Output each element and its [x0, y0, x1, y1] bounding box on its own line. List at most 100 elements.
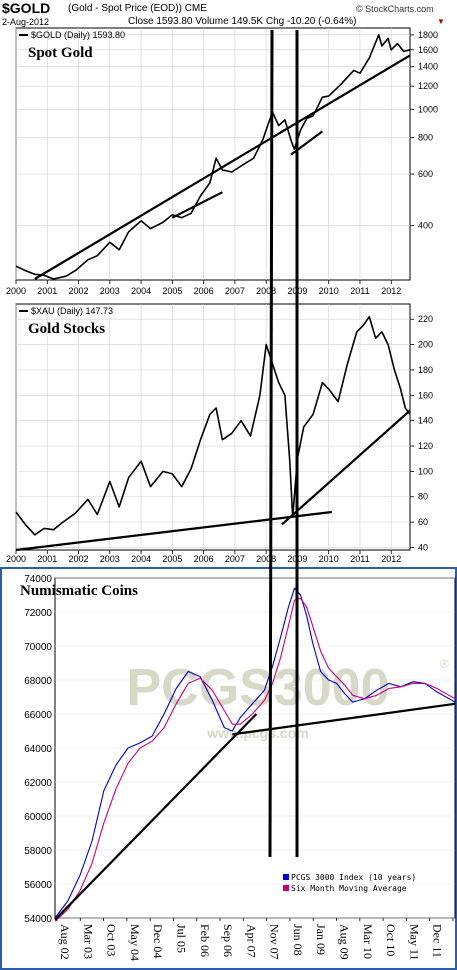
x-tick-label: 2001	[37, 554, 57, 564]
x-tick-label: 2007	[225, 554, 245, 564]
y-tick-label: 800	[418, 133, 433, 143]
y-tick-label: 160	[418, 390, 433, 400]
x-tick-label: May 11	[407, 924, 421, 961]
legend-label: $GOLD (Daily) 1593.80	[31, 30, 125, 40]
price-series-line	[15, 34, 411, 280]
x-tick-label: Oct 10	[384, 924, 398, 956]
y-tick-label: 600	[418, 169, 433, 179]
x-tick-label: 2010	[319, 554, 339, 564]
trend-line	[34, 54, 411, 280]
y-tick-label: 54000	[24, 914, 52, 925]
trend-line	[281, 409, 411, 526]
plot-frame-1	[15, 27, 411, 281]
instrument-name: (Gold - Spot Price (EOD)) CME	[68, 3, 207, 14]
quote-summary: Close 1593.80 Volume 149.5K Chg -10.20 (…	[128, 16, 357, 27]
x-tick-label: 2011	[350, 554, 369, 564]
x-tick-label: Jul 12	[454, 924, 457, 953]
y-tick-label: 58000	[24, 846, 52, 857]
y-tick-label: 1000	[418, 104, 438, 114]
x-tick-label: 2006	[194, 286, 214, 296]
pcgs-index-line	[54, 587, 456, 919]
x-tick-label: Dec 04	[151, 924, 165, 958]
x-tick-label: 2005	[162, 554, 182, 564]
y-tick-label: 220	[418, 314, 433, 324]
y-tick-label: 74000	[24, 574, 52, 585]
y-tick-label: 70000	[24, 642, 52, 653]
price-series-line	[15, 315, 411, 536]
chart-date: 2-Aug-2012	[2, 17, 50, 27]
x-tick-label: 2000	[6, 286, 26, 296]
x-tick-label: 2008	[256, 554, 276, 564]
x-tick-label: 2006	[194, 554, 214, 564]
y-tick-label: 60	[418, 517, 428, 527]
x-tick-label: 2002	[69, 554, 89, 564]
y-tick-label: 56000	[24, 880, 52, 891]
source-credit: © StockCharts.com	[356, 4, 434, 14]
watermark-url: www.pcgs.com	[206, 725, 308, 741]
y-tick-label: 40	[418, 542, 428, 552]
y-tick-label: 62000	[24, 778, 52, 789]
x-tick-label: 2003	[100, 554, 120, 564]
y-tick-label: 80	[418, 492, 428, 502]
x-tick-label: 2003	[100, 286, 120, 296]
y-tick-label: 200	[418, 340, 433, 350]
x-tick-label: 2005	[162, 286, 182, 296]
x-tick-label: 2007	[225, 286, 245, 296]
x-tick-label: Sep 06	[221, 924, 235, 957]
x-tick-label: Nov 07	[268, 924, 282, 960]
x-tick-label: Jul 05	[174, 924, 188, 953]
x-tick-label: 2004	[131, 554, 151, 564]
y-tick-label: 400	[418, 220, 433, 230]
x-tick-label: Jan 09	[314, 924, 328, 955]
legend-label: $XAU (Daily) 147.73	[31, 306, 113, 316]
panel-title: Numismatic Coins	[20, 583, 138, 599]
trend-line	[15, 510, 332, 552]
y-tick-label: 1200	[418, 81, 438, 91]
y-tick-label: 72000	[24, 608, 52, 619]
panel-title: Gold Stocks	[28, 321, 105, 337]
x-tick-label: Aug 02	[58, 924, 72, 960]
legend-swatch	[283, 885, 289, 891]
x-tick-label: Apr 07	[244, 924, 258, 958]
y-tick-label: 64000	[24, 744, 52, 755]
y-tick-label: 60000	[24, 812, 52, 823]
down-arrow-icon: ▼	[437, 17, 445, 26]
x-tick-label: Jun 08	[291, 924, 305, 956]
plot-frame-2	[15, 303, 411, 551]
y-tick-label: 1800	[418, 30, 438, 40]
x-tick-label: Dec 11	[431, 924, 445, 958]
x-tick-label: 2000	[6, 554, 26, 564]
x-tick-label: 2011	[350, 286, 369, 296]
legend-label: PCGS 3000 Index (10 years)	[291, 873, 416, 882]
x-tick-label: May 04	[128, 924, 142, 961]
symbol-title: $GOLD	[2, 0, 51, 16]
y-tick-label: 100	[418, 466, 433, 476]
y-tick-label: 1600	[418, 45, 438, 55]
panel-title: Spot Gold	[28, 45, 93, 61]
legend-swatch	[283, 874, 289, 880]
y-tick-label: 140	[418, 416, 433, 426]
x-tick-label: 2004	[131, 286, 151, 296]
x-tick-label: Feb 06	[198, 924, 212, 957]
x-tick-label: 2001	[37, 286, 57, 296]
legend-label: Six Month Moving Average	[291, 884, 407, 893]
x-tick-label: 2012	[381, 286, 401, 296]
watermark-registered-mark: ®	[440, 657, 449, 671]
trend-line	[54, 713, 258, 921]
x-tick-label: Mar 03	[81, 924, 95, 959]
x-tick-label: Mar 10	[361, 924, 375, 959]
y-tick-label: 120	[418, 441, 433, 451]
y-tick-label: 180	[418, 365, 433, 375]
x-tick-label: 2008	[256, 286, 276, 296]
y-tick-label: 1400	[418, 62, 438, 72]
trend-line	[171, 191, 223, 219]
x-tick-label: 2010	[319, 286, 339, 296]
x-tick-label: Oct 03	[105, 924, 119, 956]
moving-average-line	[54, 597, 456, 922]
pcgs-outer-frame	[0, 567, 457, 970]
vertical-marker-line	[268, 29, 274, 858]
x-tick-label: 2012	[381, 554, 401, 564]
y-tick-label: 66000	[24, 710, 52, 721]
y-tick-label: 68000	[24, 676, 52, 687]
